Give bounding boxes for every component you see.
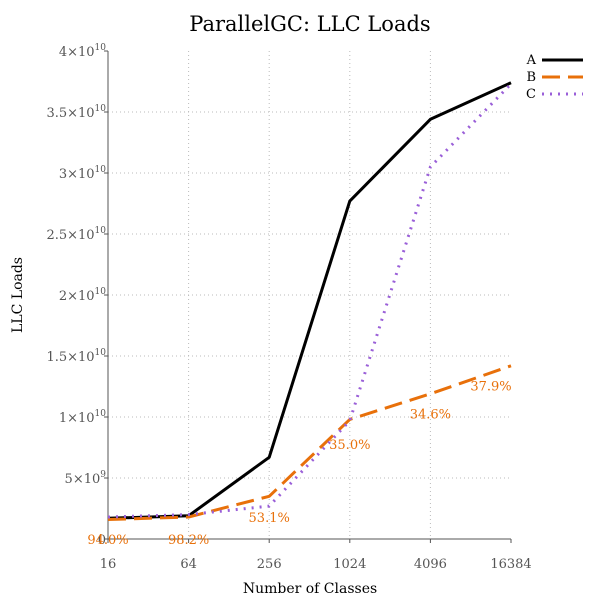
y-tick-mantissa: 4×10	[59, 45, 95, 60]
y-tick-exponent: 9	[100, 470, 106, 480]
y-tick-mantissa: 1.5×10	[46, 350, 94, 365]
y-tick-mantissa: 2.5×10	[46, 228, 94, 243]
x-tick-label: 64	[180, 557, 197, 572]
y-tick-label: 4×1010	[59, 43, 106, 60]
percentage-label: 37.9%	[470, 379, 511, 394]
percentage-label: 34.6%	[410, 407, 451, 422]
y-tick-label: 2×1010	[59, 287, 106, 304]
y-tick-exponent: 10	[95, 348, 107, 358]
y-tick-exponent: 10	[95, 287, 107, 297]
percentage-label: 94.0%	[87, 533, 128, 548]
annotations: 94.0% 98.2% 53.1% 35.0% 34.6% 37.9%	[87, 379, 511, 548]
y-tick-label: 1×1010	[59, 409, 106, 426]
percentage-label: 35.0%	[329, 438, 370, 453]
y-tick-label: 1.5×1010	[46, 348, 106, 365]
y-tick-exponent: 10	[95, 104, 107, 114]
y-tick-exponent: 10	[95, 226, 107, 236]
y-tick-mantissa: 2×10	[59, 289, 95, 304]
legend-label-c: C	[526, 87, 536, 102]
y-tick-label: 0	[98, 533, 106, 548]
legend-label-a: A	[526, 53, 537, 68]
legend-label-b: B	[526, 70, 536, 85]
percentage-label: 53.1%	[249, 511, 290, 526]
x-tick-label: 4096	[414, 557, 447, 572]
y-tick-mantissa: 5×10	[65, 472, 101, 487]
x-axis-title: Number of Classes	[243, 581, 377, 597]
series-lines	[107, 81, 513, 521]
y-tick-label: 2.5×1010	[46, 226, 106, 243]
y-axis-title: LLC Loads	[10, 257, 26, 333]
y-tick-exponent: 10	[95, 165, 107, 175]
y-tick-mantissa: 0	[98, 533, 106, 548]
series-line-b	[107, 364, 512, 521]
grid	[108, 51, 511, 539]
y-tick-exponent: 10	[95, 409, 107, 419]
x-tick-label: 256	[257, 557, 282, 572]
percentage-label: 98.2%	[168, 533, 209, 548]
series-line-c	[107, 82, 513, 519]
x-tick-label: 16	[100, 557, 117, 572]
series-line-a	[107, 81, 512, 520]
y-axis-ticks: 05×1091×10101.5×10102×10102.5×10103×1010…	[46, 43, 108, 548]
x-axis-ticks: 16 64 256 1024 4096 16384	[100, 539, 532, 572]
y-tick-label: 3×1010	[59, 165, 106, 182]
y-tick-mantissa: 3×10	[59, 167, 95, 182]
chart-title: ParallelGC: LLC Loads	[189, 12, 430, 36]
x-tick-label: 16384	[490, 557, 531, 572]
x-tick-label: 1024	[333, 557, 366, 572]
y-tick-label: 5×109	[65, 470, 107, 487]
y-tick-label: 3.5×1010	[46, 104, 106, 121]
y-tick-mantissa: 1×10	[59, 411, 95, 426]
legend: ABC	[526, 53, 583, 102]
y-tick-exponent: 10	[95, 43, 107, 53]
y-tick-mantissa: 3.5×10	[46, 106, 94, 121]
